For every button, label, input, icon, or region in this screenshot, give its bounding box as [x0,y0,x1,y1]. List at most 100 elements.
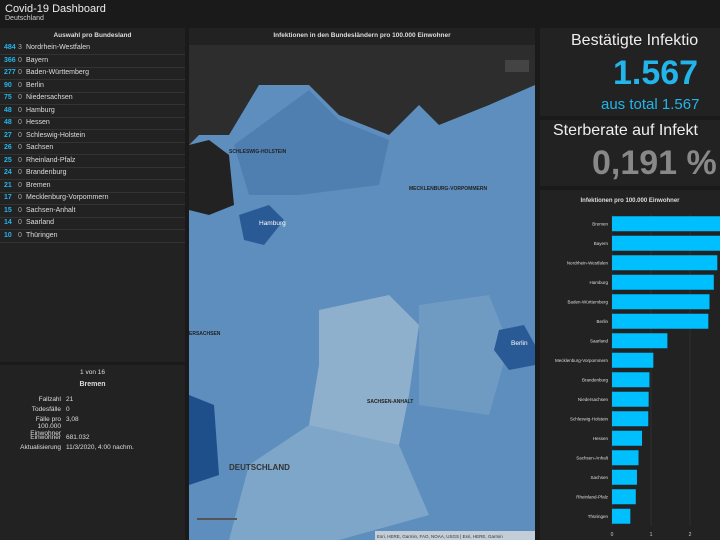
field-label: Aktualisierung [20,444,61,451]
scale-bar [197,518,237,520]
y-tick-label: Sachsen-Anhalt [576,455,609,460]
list-row[interactable]: 484 3 Nordrhein-Westfalen [0,42,185,55]
death-count: 0 [18,181,22,189]
y-tick-label: Niedersachsen [578,397,609,402]
death-count: 0 [18,156,22,164]
bar[interactable] [612,313,709,329]
list-row[interactable]: 277 0 Baden-Württemberg [0,67,185,80]
state-name: Brandenburg [26,169,67,176]
case-count: 75 [4,94,12,101]
death-count: 0 [18,119,22,126]
bar[interactable] [612,235,720,251]
x-tick-label: 1 [650,532,653,538]
case-count: 366 [4,56,16,64]
case-count: 24 [4,169,12,176]
region [234,90,389,195]
list-row[interactable]: 90 0 Berlin [0,80,185,93]
pager[interactable]: 1 von 16 [0,369,185,376]
death-count: 0 [18,69,22,76]
map-label: SCHLESWIG-HOLSTEIN [229,149,287,155]
indicator-cases: Bestätigte Infektio 1.567 aus total 1.56… [540,28,720,116]
list-row[interactable]: 17 0 Mecklenburg-Vorpommern [0,192,185,205]
chart-title: Infektionen pro 100.000 Einwohner [580,198,680,204]
field-value: 21 [66,396,74,403]
map-label: Berlin [511,340,528,347]
bar[interactable] [612,216,720,232]
map-label: ERSACHSEN [189,331,221,337]
y-tick-label: Hessen [593,436,609,441]
state-name: Sachsen-Anhalt [26,206,76,214]
field-label: Fälle pro 100.000 Einwohner [30,416,61,437]
indicator-deaths: Sterberate auf Infekt 0,191 % [540,120,720,186]
list-title: Auswahl pro Bundesland [53,32,132,39]
list-row[interactable]: 24 0 Brandenburg [0,167,185,180]
death-count: 0 [18,169,22,176]
y-tick-label: Baden-Württemberg [567,299,608,304]
list-row[interactable]: 21 0 Bremen [0,180,185,193]
bar[interactable] [612,450,639,466]
case-count: 48 [4,106,12,114]
list-row[interactable]: 14 0 Saarland [0,217,185,230]
bar[interactable] [612,333,668,349]
y-tick-label: Thüringen [588,514,609,519]
state-name: Nordrhein-Westfalen [26,44,91,51]
chart-panel: Infektionen pro 100.000 Einwohner 0 1 2 Bre… [540,190,720,540]
indicator-title: Bestätigte Infektio [571,32,699,49]
bar[interactable] [612,508,631,524]
map-label: DEUTSCHLAND [229,463,290,472]
pager-text: 1 von 16 [80,369,105,376]
y-tick-label: Bremen [592,221,608,226]
bar[interactable] [612,352,654,368]
bar[interactable] [612,255,718,271]
list-row[interactable]: 26 0 Sachsen [0,142,185,155]
bar[interactable] [612,411,649,427]
map-tools[interactable] [505,60,529,72]
death-count: 0 [18,94,22,101]
death-count: 0 [18,56,22,64]
indicator-subtitle: aus total 1.567 [601,96,700,113]
detail-panel: 1 von 16 Bremen Fallzahl 21 Todesfälle 0 Fäl… [0,365,185,540]
map-label: MECKLENBURG-VORPOMMERN [409,186,487,192]
map-label: SACHSEN-ANHALT [367,399,413,405]
y-tick-label: Mecklenburg-Vorpommern [555,358,609,363]
case-count: 14 [4,219,12,226]
list-panel: Auswahl pro Bundesland 484 3 Nordrhein-Wes… [0,28,185,362]
state-name: Bremen [26,181,51,189]
bar[interactable] [612,430,643,446]
list-row[interactable]: 48 0 Hessen [0,117,185,130]
state-name: Bayern [26,56,49,64]
bar[interactable] [612,489,636,505]
region [309,295,419,465]
y-tick-label: Bayern [594,241,609,246]
bar[interactable] [612,274,714,290]
case-count: 484 [4,44,16,51]
case-count: 27 [4,131,12,139]
state-name: Baden-Württemberg [26,69,90,76]
attribution-bg [375,531,535,540]
case-count: 26 [4,144,12,151]
state-name: Rheinland-Pfalz [26,156,76,164]
bar[interactable] [612,372,650,388]
field-value: 681.032 [66,434,90,441]
region [229,425,429,540]
field-label: Todesfälle [31,406,61,413]
list-row[interactable]: 75 0 Niedersachsen [0,92,185,105]
hamburg [239,205,284,245]
bar[interactable] [612,391,649,407]
list-row[interactable]: 366 0 Bayern [0,55,185,68]
map-title: Infektionen in den Bundesländern pro 100… [273,32,451,39]
list-row[interactable]: 15 0 Sachsen-Anhalt [0,205,185,218]
list-row[interactable]: 27 0 Schleswig-Holstein [0,130,185,143]
state-name: Niedersachsen [26,94,73,101]
list-row[interactable]: 10 0 Thüringen [0,230,185,243]
map: SCHLESWIG-HOLSTEIN MECKLENBURG-VORPOMMERN… [189,45,535,540]
case-count: 90 [4,81,12,89]
bar[interactable] [612,294,710,310]
sea [189,45,535,145]
bar[interactable] [612,469,637,485]
death-count: 3 [18,44,22,51]
dashboard-title: Covid-19 Dashboard [5,3,106,15]
list-row[interactable]: 25 0 Rheinland-Pfalz [0,155,185,168]
list-row[interactable]: 48 0 Hamburg [0,105,185,118]
